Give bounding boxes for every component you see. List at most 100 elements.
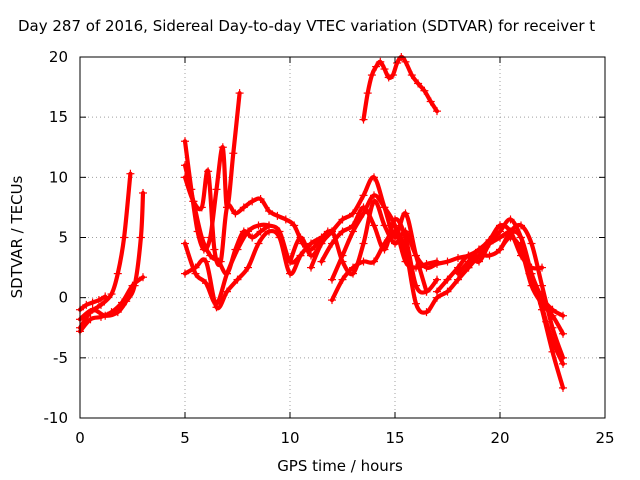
data-point-marker — [370, 221, 378, 230]
data-point-marker — [559, 359, 567, 368]
data-point-marker — [214, 257, 223, 266]
data-point-marker — [265, 207, 273, 216]
data-point-marker — [210, 245, 219, 254]
y-axis-label: SDTVAR / TECUs — [8, 175, 26, 298]
data-point-marker — [328, 227, 336, 236]
data-point-marker — [248, 197, 257, 206]
data-point-marker — [401, 57, 410, 66]
data-point-marker — [181, 269, 189, 278]
x-axis-label: GPS time / hours — [277, 457, 403, 475]
data-point-marker — [229, 149, 238, 158]
data-point-marker — [197, 203, 206, 212]
data-point-marker — [370, 257, 378, 266]
data-point-marker — [407, 71, 416, 80]
data-point-marker — [206, 251, 215, 260]
data-point-marker — [273, 211, 282, 220]
data-point-marker — [231, 245, 240, 254]
data-point-marker — [359, 191, 368, 200]
data-point-marker — [433, 287, 441, 296]
data-point-marker — [307, 239, 315, 248]
data-point-marker — [338, 251, 347, 260]
series-track-14 — [328, 191, 441, 284]
data-point-marker — [254, 239, 263, 248]
data-point-marker — [420, 86, 429, 95]
data-point-marker — [286, 269, 294, 278]
data-point-marker — [212, 185, 221, 194]
data-point-marker — [550, 341, 559, 350]
data-point-marker — [328, 275, 336, 284]
data-point-marker — [422, 308, 431, 317]
data-point-marker — [433, 257, 441, 266]
data-point-marker — [433, 107, 441, 116]
series-trace — [329, 229, 492, 315]
data-point-marker — [380, 65, 389, 74]
data-point-marker — [412, 251, 420, 260]
data-point-marker — [349, 209, 357, 218]
data-point-marker — [370, 191, 378, 200]
series-trace — [518, 241, 566, 366]
data-point-marker — [363, 89, 372, 98]
data-point-marker — [107, 308, 116, 317]
data-point-marker — [281, 215, 290, 224]
data-point-marker — [223, 269, 231, 278]
x-tick-label: 5 — [180, 429, 190, 447]
chart-title: Day 287 of 2016, Sidereal Day-to-day VTE… — [18, 17, 595, 35]
data-point-marker — [265, 221, 273, 230]
data-point-marker — [475, 251, 483, 260]
x-tick-label: 15 — [385, 429, 404, 447]
data-point-marker — [239, 203, 248, 212]
data-point-marker — [376, 57, 385, 66]
data-point-marker — [338, 227, 347, 236]
data-point-marker — [256, 227, 265, 236]
data-point-marker — [118, 298, 126, 307]
data-point-marker — [94, 296, 103, 305]
series-trace — [361, 54, 440, 122]
data-point-marker — [412, 263, 420, 272]
data-point-marker — [388, 71, 397, 80]
data-point-marker — [338, 275, 347, 284]
y-tick-label: -10 — [44, 409, 69, 427]
data-point-marker — [239, 227, 248, 236]
data-point-marker — [559, 383, 567, 392]
data-point-marker — [235, 89, 244, 98]
data-point-marker — [485, 251, 494, 260]
data-point-marker — [454, 253, 462, 262]
data-point-marker — [464, 263, 473, 272]
data-point-marker — [189, 197, 198, 206]
data-point-marker — [443, 257, 452, 266]
data-point-marker — [414, 79, 423, 88]
data-point-marker — [218, 143, 227, 152]
data-point-marker — [139, 273, 147, 282]
data-point-marker — [101, 292, 110, 301]
data-point-marker — [359, 115, 368, 124]
data-point-marker — [443, 287, 452, 296]
data-point-marker — [275, 233, 284, 242]
data-point-marker — [244, 263, 252, 272]
data-point-marker — [393, 59, 402, 68]
data-point-marker — [527, 239, 536, 248]
data-point-marker — [233, 275, 242, 284]
data-point-marker — [559, 311, 567, 320]
data-point-marker — [496, 245, 504, 254]
data-point-marker — [197, 233, 206, 242]
axis-labels: 0 5 10 15 20 25 -10 -5 0 5 10 15 20 — [44, 48, 615, 447]
data-point-marker — [367, 71, 376, 80]
data-point-marker — [454, 269, 462, 278]
series-track-9 — [181, 161, 273, 278]
data-point-marker — [86, 315, 95, 324]
data-point-marker — [380, 239, 389, 248]
data-point-marker — [204, 167, 213, 176]
data-point-marker — [231, 209, 240, 218]
data-point-marker — [538, 281, 546, 290]
data-point-marker — [328, 296, 336, 305]
data-point-marker — [317, 239, 326, 248]
data-point-marker — [126, 169, 135, 178]
data-point-marker — [359, 209, 368, 218]
data-point-marker — [223, 287, 231, 296]
data-point-marker — [97, 300, 105, 309]
data-point-marker — [542, 317, 551, 326]
series-trace — [308, 175, 429, 294]
data-point-marker — [496, 233, 504, 242]
data-point-marker — [433, 275, 441, 284]
data-point-marker — [525, 269, 534, 278]
